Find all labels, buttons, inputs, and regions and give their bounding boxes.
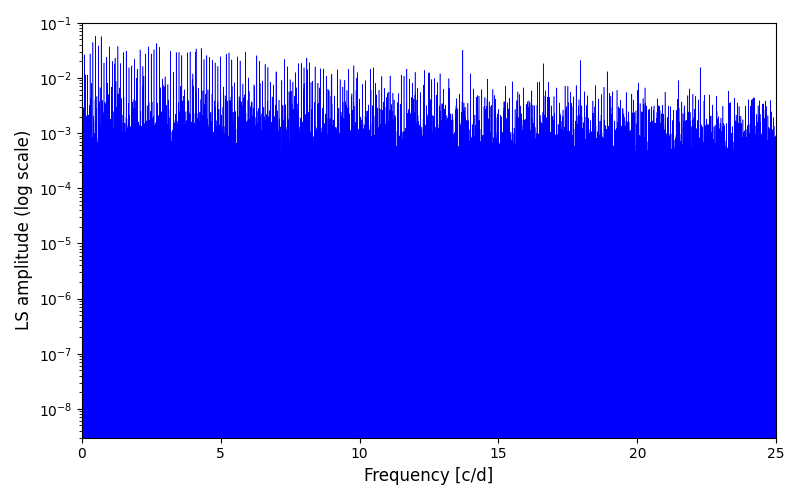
Y-axis label: LS amplitude (log scale): LS amplitude (log scale) <box>15 130 33 330</box>
X-axis label: Frequency [c/d]: Frequency [c/d] <box>364 467 494 485</box>
